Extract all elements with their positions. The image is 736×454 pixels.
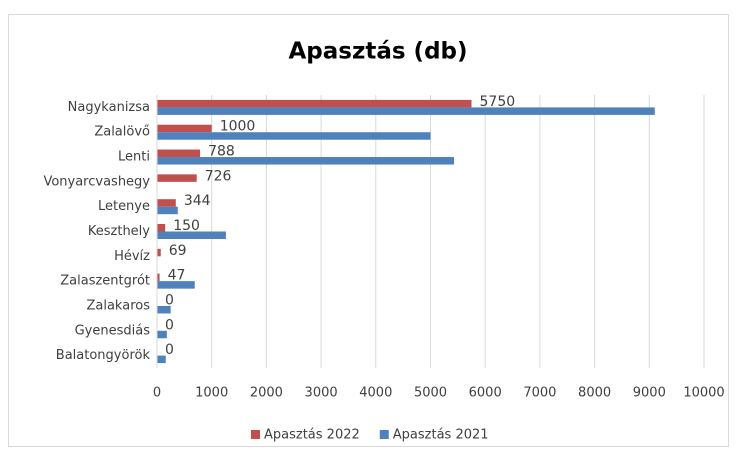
data-label: 0 [165, 342, 174, 358]
x-tick-label: 2000 [250, 386, 283, 401]
x-tick-label: 0 [153, 386, 161, 401]
data-label: 47 [168, 268, 186, 284]
bar [157, 132, 431, 140]
y-tick-label: Vonyarcvashegy [43, 174, 150, 189]
x-tick-label: 4000 [359, 386, 392, 401]
x-tick-label: 8000 [578, 386, 611, 401]
bar [157, 305, 171, 314]
bar [157, 124, 212, 133]
data-label: 0 [165, 317, 174, 333]
bar [157, 248, 161, 257]
y-tick-label: Zalaszentgrót [60, 274, 150, 289]
y-tick-label: Keszthely [88, 224, 150, 239]
data-label: 0 [165, 292, 174, 308]
legend-label: Apasztás 2021 [393, 428, 489, 443]
y-tick-label: Balatongyörök [56, 348, 151, 363]
y-tick-label: Lenti [118, 150, 150, 165]
data-label: 5750 [480, 94, 516, 110]
legend-swatch [251, 430, 260, 439]
y-tick-label: Zalakaros [86, 298, 150, 313]
data-label: 69 [169, 243, 187, 259]
x-tick-label: 9000 [633, 386, 666, 401]
bar [157, 224, 166, 232]
bar [157, 99, 472, 108]
data-label: 1000 [220, 119, 256, 135]
bar [157, 330, 167, 339]
bar [157, 199, 176, 207]
x-tick-label: 6000 [469, 386, 502, 401]
y-tick-label: Gyenesdiás [75, 323, 151, 338]
bar [157, 149, 201, 158]
data-label: 788 [208, 144, 235, 160]
x-tick-label: 1000 [195, 386, 228, 401]
bar [157, 174, 197, 182]
bar [157, 231, 226, 239]
chart-title: Apasztás (db) [288, 39, 467, 65]
bar [157, 273, 160, 282]
data-label: 344 [184, 193, 211, 209]
x-tick-label: 3000 [305, 386, 338, 401]
data-label: 726 [205, 168, 232, 184]
x-tick-label: 10000 [683, 386, 724, 401]
bar [157, 281, 195, 289]
x-tick-label: 7000 [523, 386, 556, 401]
data-label: 150 [173, 218, 200, 234]
y-tick-label: Letenye [98, 199, 150, 214]
legend-label: Apasztás 2022 [264, 428, 360, 443]
x-tick-label: 5000 [414, 386, 447, 401]
bar [157, 107, 655, 115]
bar [157, 157, 455, 165]
bar [157, 355, 166, 364]
legend-swatch [379, 430, 389, 439]
y-tick-label: Hévíz [114, 249, 150, 264]
chart-border [8, 14, 729, 447]
y-tick-label: Zalalövő [94, 125, 150, 140]
y-tick-label: Nagykanizsa [68, 100, 150, 115]
bar [157, 206, 178, 215]
